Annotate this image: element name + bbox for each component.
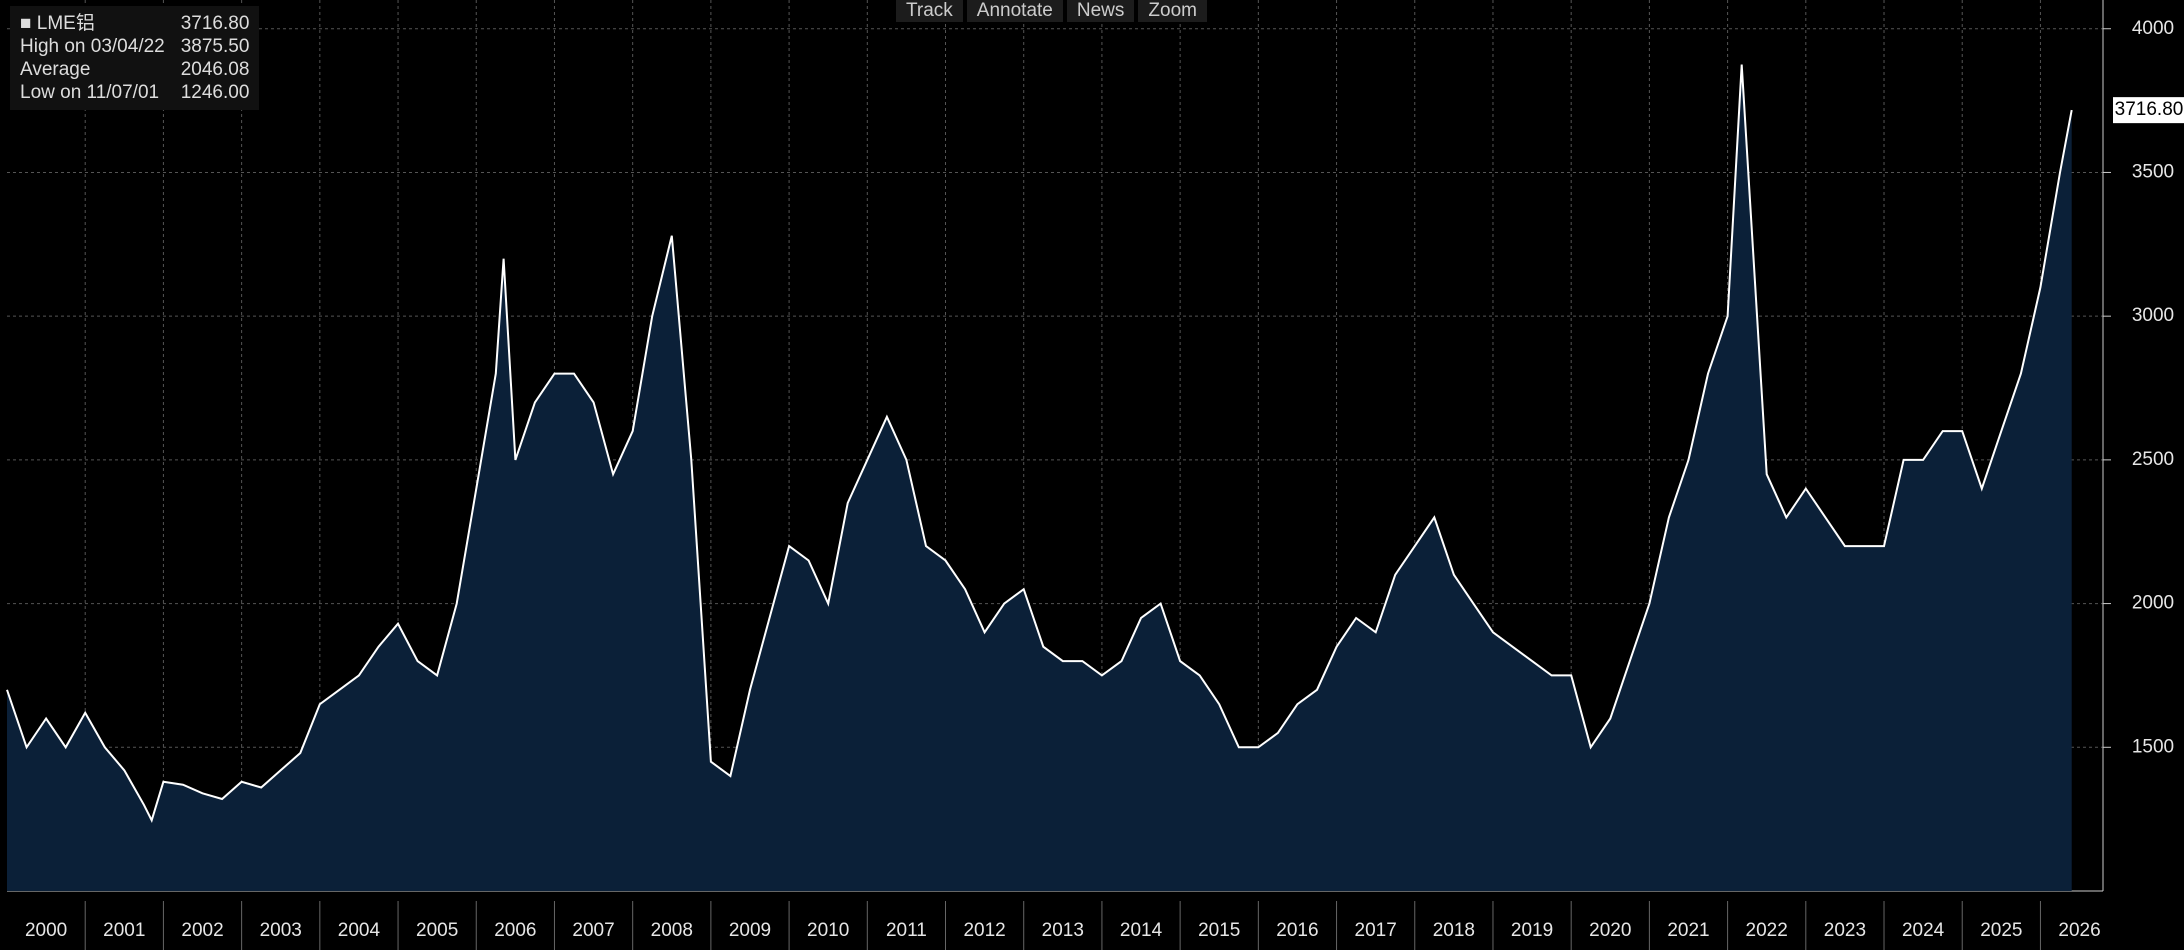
x-tick-label: 2010 xyxy=(807,920,849,941)
x-tick-label: 2026 xyxy=(2058,920,2100,941)
x-tick-label: 2007 xyxy=(572,920,614,941)
x-tick-label: 2021 xyxy=(1667,920,1709,941)
x-tick-label: 2013 xyxy=(1042,920,1084,941)
toolbar: Track Annotate News Zoom xyxy=(896,0,1207,22)
area-fill xyxy=(7,64,2072,891)
x-tick-label: 2016 xyxy=(1276,920,1318,941)
x-tick-label: 2023 xyxy=(1824,920,1866,941)
legend-value: 3716.80 xyxy=(180,13,250,34)
stat-label: Average xyxy=(20,59,91,80)
x-tick-label: 2009 xyxy=(729,920,771,941)
y-tick-label: 2000 xyxy=(2132,593,2174,614)
x-tick-label: 2000 xyxy=(25,920,67,941)
y-tick-label: 4000 xyxy=(2132,18,2174,39)
stat-value: 1246.00 xyxy=(180,82,250,103)
x-tick-label: 2003 xyxy=(260,920,302,941)
stat-label: High on 03/04/22 xyxy=(20,36,165,57)
y-tick-label: 1500 xyxy=(2132,736,2174,757)
last-value-box xyxy=(2113,97,2184,124)
x-tick-label: 2004 xyxy=(338,920,381,941)
x-tick-label: 2024 xyxy=(1902,920,1945,941)
last-value-label: 3716.80 xyxy=(2115,99,2184,120)
legend-row: Low on 11/07/01 1246.00 xyxy=(20,81,249,104)
x-tick-label: 2020 xyxy=(1589,920,1631,941)
x-tick-label: 2019 xyxy=(1511,920,1553,941)
toolbar-button[interactable]: Annotate xyxy=(966,0,1063,22)
y-tick-label: 3000 xyxy=(2132,305,2174,326)
x-tick-label: 2006 xyxy=(494,920,536,941)
x-tick-label: 2008 xyxy=(651,920,693,941)
x-tick-label: 2001 xyxy=(103,920,145,941)
toolbar-button[interactable]: Track xyxy=(896,0,963,22)
stat-value: 3875.50 xyxy=(180,36,250,57)
x-tick-label: 2011 xyxy=(886,920,927,941)
x-tick-label: 2018 xyxy=(1433,920,1475,941)
toolbar-button[interactable]: News xyxy=(1066,0,1135,22)
x-tick-label: 2025 xyxy=(1980,920,2022,941)
legend-row: Average 2046.08 xyxy=(20,58,249,81)
legend-name: ■ LME铝 xyxy=(20,13,95,34)
legend: ■ LME铝 3716.80 High on 03/04/22 3875.50 Ave… xyxy=(10,6,260,110)
y-tick-label: 2500 xyxy=(2132,449,2174,470)
legend-row: High on 03/04/22 3875.50 xyxy=(20,35,249,58)
x-tick-label: 2022 xyxy=(1746,920,1788,941)
x-tick-label: 2002 xyxy=(181,920,223,941)
line xyxy=(6,64,2073,823)
toolbar-button[interactable]: Zoom xyxy=(1138,0,1207,22)
x-tick-label: 2017 xyxy=(1355,920,1397,941)
x-tick-label: 2014 xyxy=(1120,920,1163,941)
x-tick-label: 2015 xyxy=(1198,920,1240,941)
y-tick-label: 3500 xyxy=(2132,161,2174,182)
stat-value: 2046.08 xyxy=(180,59,250,80)
x-tick-label: 2005 xyxy=(416,920,458,941)
x-tick-label: 2012 xyxy=(963,920,1005,941)
stat-label: Low on 11/07/01 xyxy=(20,82,160,103)
